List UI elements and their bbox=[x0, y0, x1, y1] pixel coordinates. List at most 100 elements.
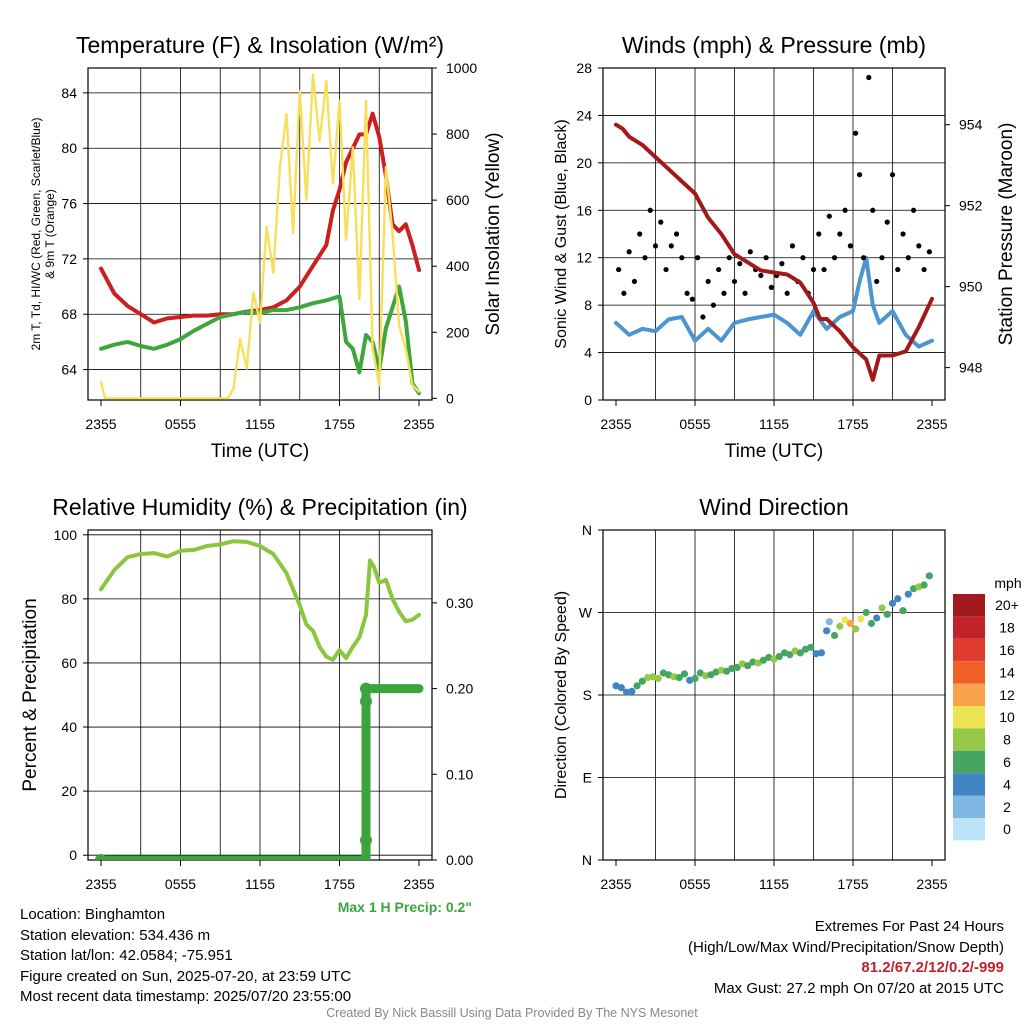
series-line bbox=[614, 255, 934, 349]
x-tick-label: 1755 bbox=[837, 876, 868, 892]
direction-point bbox=[733, 663, 741, 672]
gust-point bbox=[658, 219, 664, 225]
direction-point bbox=[775, 652, 783, 661]
direction-point bbox=[883, 610, 891, 618]
direction-point bbox=[878, 604, 886, 612]
y-right-tick-label: 800 bbox=[446, 126, 470, 142]
y-right-tick-label: 200 bbox=[446, 324, 470, 340]
y-tick-label: 28 bbox=[576, 60, 592, 76]
colorbar-swatch bbox=[953, 750, 985, 774]
gust-point bbox=[747, 249, 753, 255]
direction-point bbox=[925, 572, 933, 580]
direction-point bbox=[894, 595, 902, 603]
gust-point bbox=[742, 290, 748, 296]
direction-point bbox=[680, 670, 689, 678]
precip-marker bbox=[360, 834, 372, 847]
gust-point bbox=[874, 278, 880, 285]
gust-point bbox=[705, 278, 711, 285]
gust-point bbox=[758, 272, 764, 279]
gust-point bbox=[916, 243, 922, 249]
x-tick-label: 0555 bbox=[165, 416, 196, 432]
gust-point bbox=[779, 261, 785, 267]
gust-point bbox=[866, 74, 872, 81]
y-right-tick-label: 0 bbox=[446, 390, 454, 406]
colorbar-swatch bbox=[953, 795, 985, 818]
extremes-title: Extremes For Past 24 Hours bbox=[814, 918, 1004, 935]
data-layer bbox=[99, 73, 421, 400]
colorbar-swatch bbox=[953, 683, 985, 706]
y-tick-label: N bbox=[582, 522, 592, 538]
gust-point bbox=[631, 278, 638, 285]
gust-point bbox=[737, 261, 743, 267]
gust-point bbox=[684, 290, 690, 296]
x-tick-label: 1155 bbox=[245, 876, 275, 892]
y-tick-label: 40 bbox=[61, 719, 77, 735]
y-tick-label: N bbox=[582, 852, 592, 868]
gust-point bbox=[831, 255, 838, 261]
gust-point bbox=[926, 249, 932, 255]
direction-point bbox=[638, 677, 646, 685]
panel-rh: Relative Humidity (%) & Precipitation (i… bbox=[20, 494, 473, 915]
y-right-tick-label: 0.30 bbox=[446, 595, 473, 611]
x-tick-label: 1155 bbox=[759, 876, 789, 892]
elevation-text: Station elevation: 534.436 m bbox=[20, 926, 211, 944]
direction-point bbox=[867, 619, 876, 628]
y-tick-label: 0 bbox=[584, 392, 592, 408]
chart-title: Winds (mph) & Pressure (mb) bbox=[622, 32, 926, 58]
y-right-tick-label: 952 bbox=[959, 198, 983, 214]
gust-point bbox=[626, 249, 632, 255]
gust-point bbox=[826, 213, 832, 219]
y-tick-label: 24 bbox=[576, 107, 592, 123]
data-layer bbox=[95, 539, 424, 860]
panel-dir: Wind Direction 2355 0555 1155 1755 2355 N E S W N D… bbox=[553, 494, 1022, 892]
gust-point bbox=[726, 255, 732, 261]
y-tick-label: S bbox=[583, 687, 592, 703]
y-tick-label: 76 bbox=[61, 196, 77, 212]
panel-temp: Temperature (F) & Insolation (W/m²) 2355 0… bbox=[29, 32, 504, 462]
direction-point bbox=[691, 674, 699, 683]
gust-point bbox=[910, 207, 917, 213]
series-line bbox=[99, 539, 421, 662]
latlon-text: Station lat/lon: 42.0584; -75.951 bbox=[20, 947, 233, 964]
gust-point bbox=[689, 296, 695, 302]
extremes-values: 81.2/67.2/12/0.2/-999 bbox=[861, 959, 1004, 976]
colorbar-label: 4 bbox=[1003, 776, 1011, 792]
x-axis-label: Time (UTC) bbox=[211, 441, 310, 462]
y-right-tick-label: 0.10 bbox=[446, 766, 473, 782]
y-axis-label: 2m T, Td, HI/WC (Red, Green, Scarlet/Blu… bbox=[29, 118, 43, 351]
y-tick-label: 84 bbox=[61, 85, 77, 101]
x-tick-label: 1155 bbox=[759, 416, 789, 432]
created-text: Figure created on Sun, 2025-07-20, at 23… bbox=[20, 967, 352, 985]
gust-point bbox=[721, 290, 727, 296]
data-layer bbox=[614, 74, 934, 382]
colorbar-label: 14 bbox=[999, 664, 1015, 680]
y-right-axis-label: Solar Insolation (Yellow) bbox=[483, 132, 504, 335]
colorbar-title: mph bbox=[994, 575, 1021, 591]
y-tick-label: E bbox=[583, 770, 592, 786]
gust-point bbox=[860, 255, 867, 261]
x-tick-label: 2355 bbox=[916, 416, 947, 432]
precip-marker bbox=[360, 682, 372, 695]
panel-wind: Winds (mph) & Pressure (mb) 2355 0555 1155 1… bbox=[553, 32, 1017, 462]
y-tick-label: 20 bbox=[576, 155, 592, 171]
direction-point bbox=[786, 651, 794, 659]
y-tick-label: 60 bbox=[61, 655, 77, 671]
x-tick-label: 2355 bbox=[85, 876, 116, 892]
direction-point bbox=[920, 581, 928, 589]
x-tick-label: 2355 bbox=[600, 416, 631, 432]
direction-point bbox=[904, 590, 912, 598]
gust-point bbox=[642, 255, 648, 261]
direction-point bbox=[617, 684, 625, 692]
x-tick-label: 1155 bbox=[245, 416, 275, 432]
gust-point bbox=[784, 290, 790, 296]
x-tick-label: 2355 bbox=[85, 416, 116, 432]
direction-point bbox=[873, 614, 881, 622]
gust-point bbox=[673, 231, 680, 237]
gust-point bbox=[716, 266, 722, 273]
direction-point bbox=[841, 616, 849, 624]
direction-point bbox=[836, 622, 844, 630]
gust-point bbox=[647, 207, 653, 213]
y-tick-label: 12 bbox=[576, 250, 592, 266]
y-right-axis-label: Station Pressure (Maroon) bbox=[996, 123, 1017, 346]
